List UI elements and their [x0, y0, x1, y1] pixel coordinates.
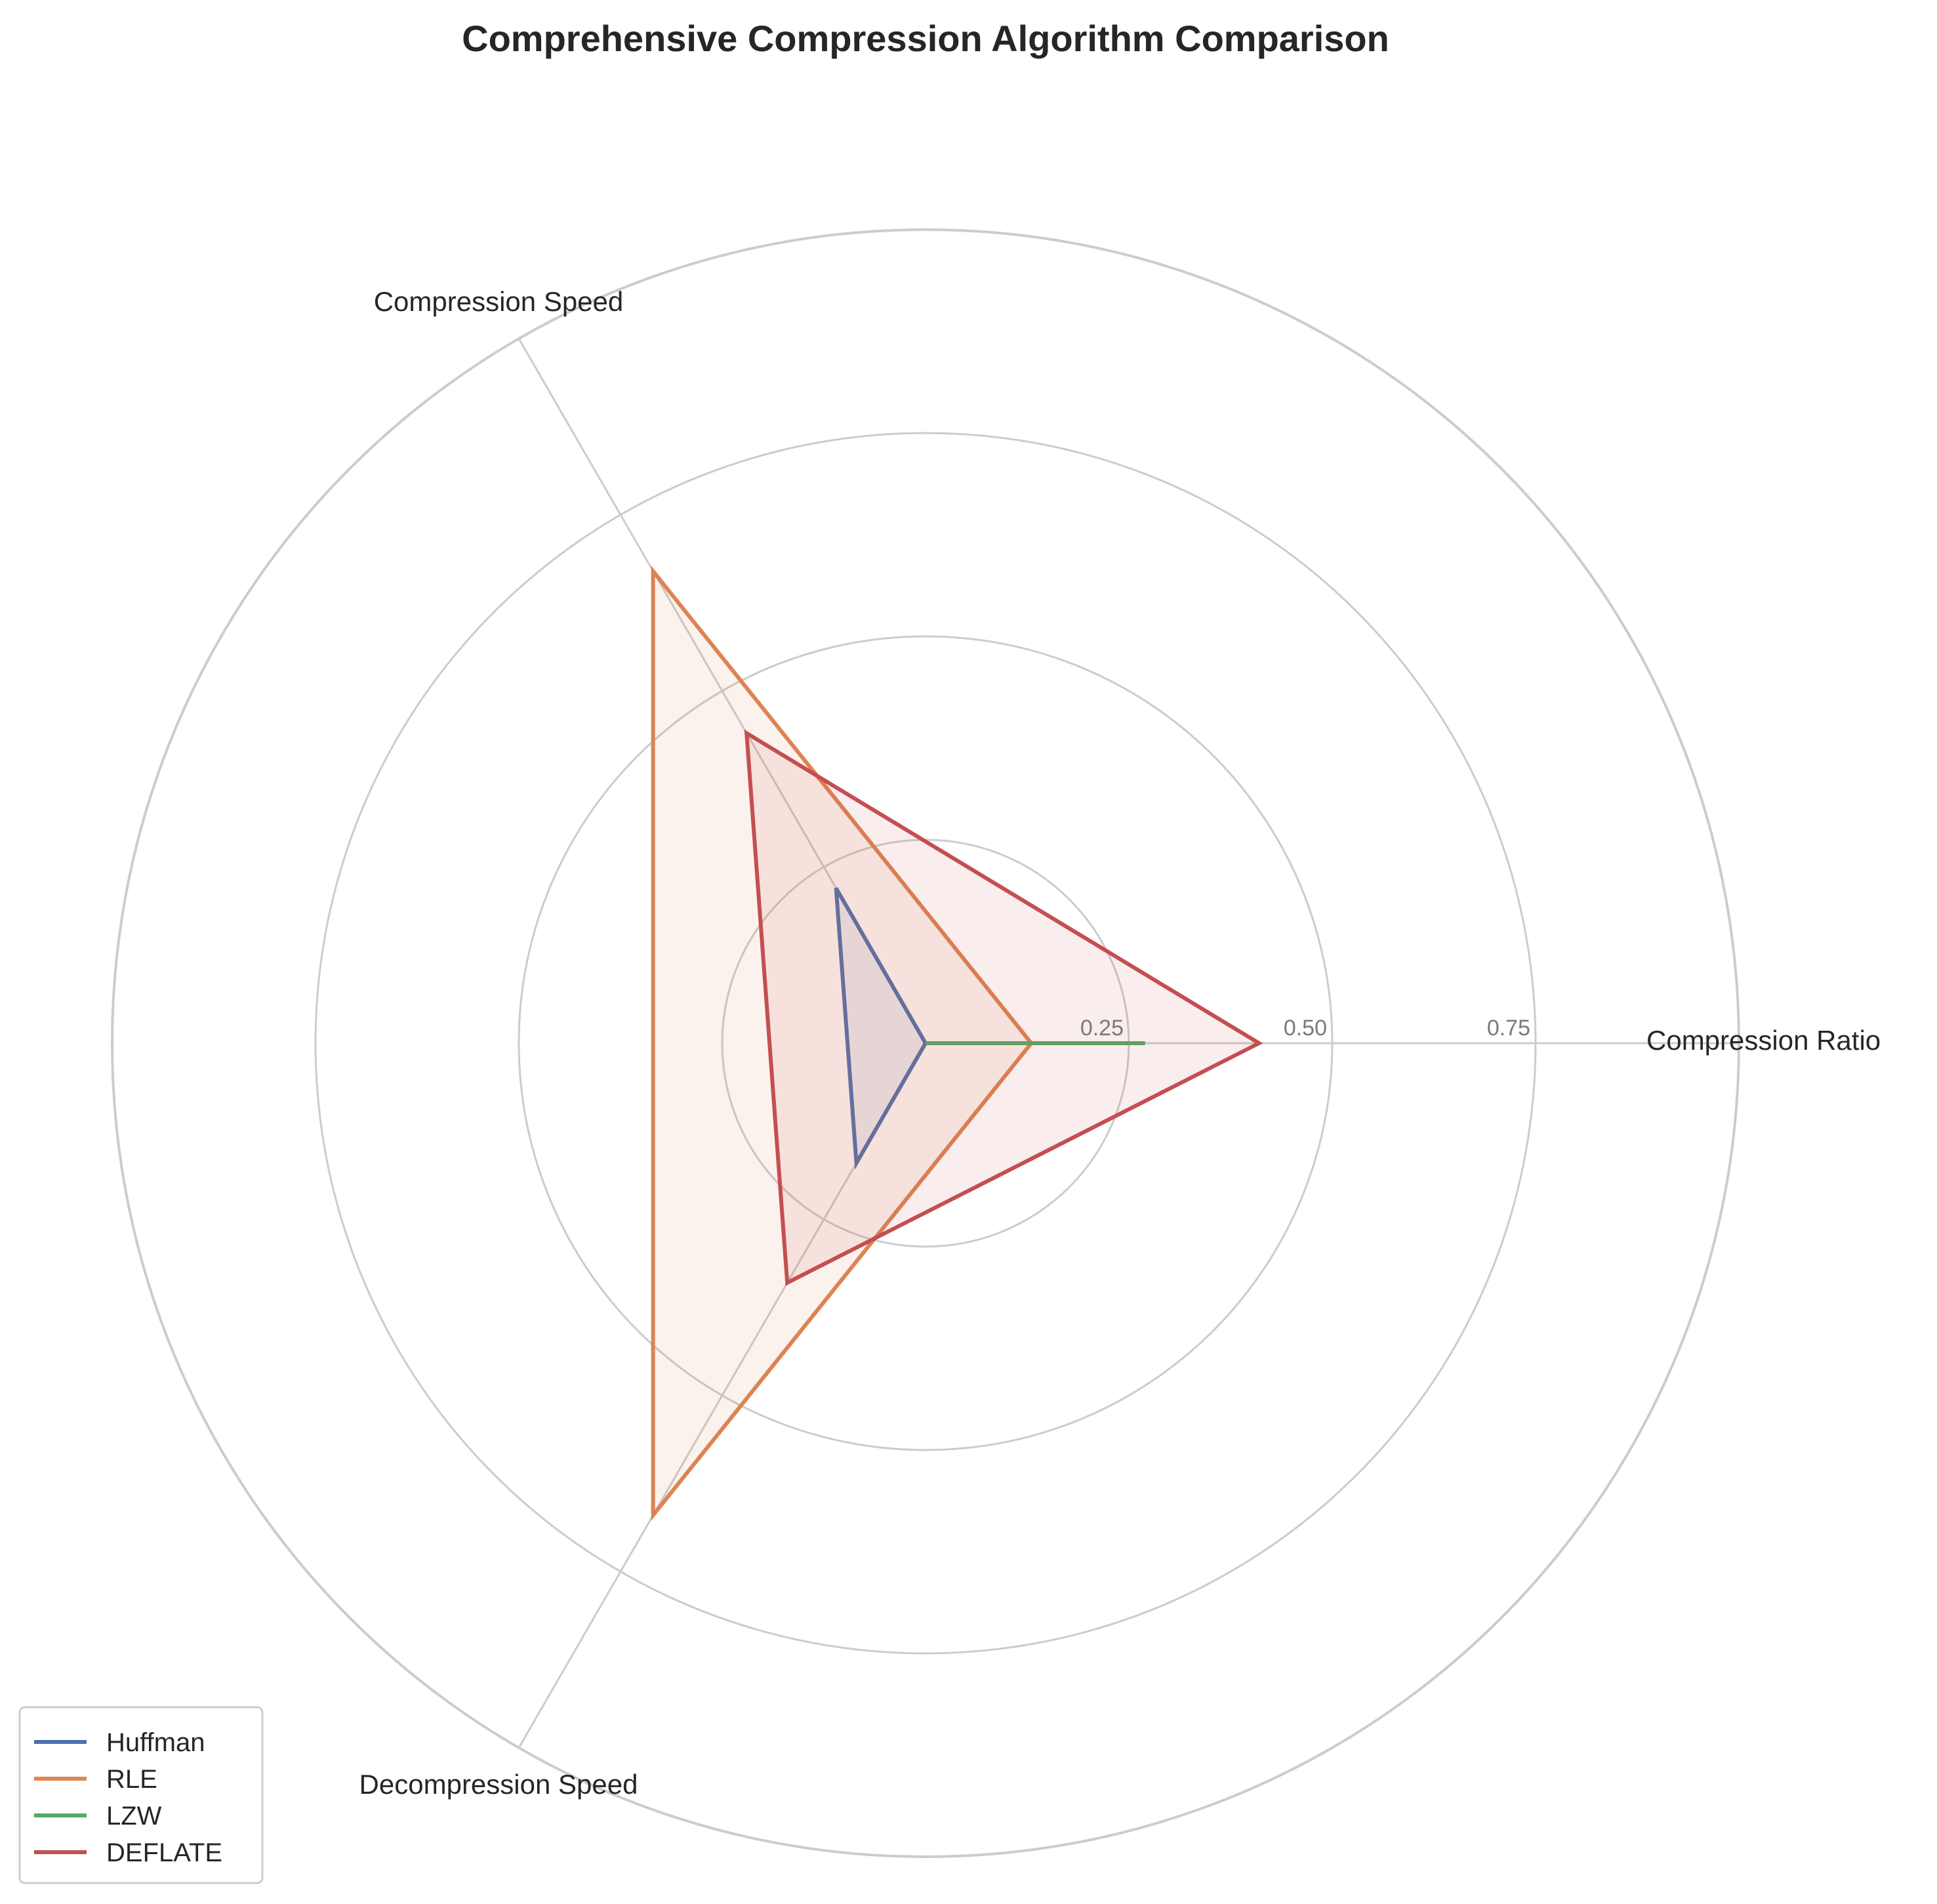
- legend-box: [18, 1706, 264, 1884]
- series-fill-deflate: [746, 733, 1259, 1283]
- legend-label-huffman: Huffman: [106, 1728, 205, 1757]
- series-line-huffman: [834, 887, 928, 1170]
- series-fill-huffman: [836, 888, 926, 1163]
- series-line-rle: [651, 565, 1034, 1521]
- radial-tick-labels: 0.25 0.50 0.75: [1080, 1016, 1530, 1041]
- axis-label-compression-ratio: Compression Ratio: [1646, 1025, 1881, 1056]
- axis-label-decompression-speed: Decompression Speed: [359, 1769, 638, 1800]
- tick-label-3: 0.75: [1487, 1016, 1530, 1041]
- legend: Huffman RLE LZW DEFLATE: [18, 1706, 264, 1884]
- legend-label-deflate: DEFLATE: [106, 1838, 222, 1867]
- axis-labels: Compression Ratio Compression Speed Deco…: [359, 286, 1881, 1800]
- chart-title: Comprehensive Compression Algorithm Comp…: [462, 18, 1389, 59]
- axis-label-compression-speed: Compression Speed: [374, 286, 624, 317]
- legend-label-lzw: LZW: [106, 1802, 162, 1831]
- series-fill-rle: [653, 571, 1032, 1516]
- series-layer: [651, 565, 1263, 1521]
- series-line-deflate: [744, 729, 1263, 1286]
- tick-label-2: 0.50: [1284, 1016, 1327, 1041]
- legend-label-rle: RLE: [106, 1765, 157, 1794]
- tick-label-1: 0.25: [1080, 1016, 1124, 1041]
